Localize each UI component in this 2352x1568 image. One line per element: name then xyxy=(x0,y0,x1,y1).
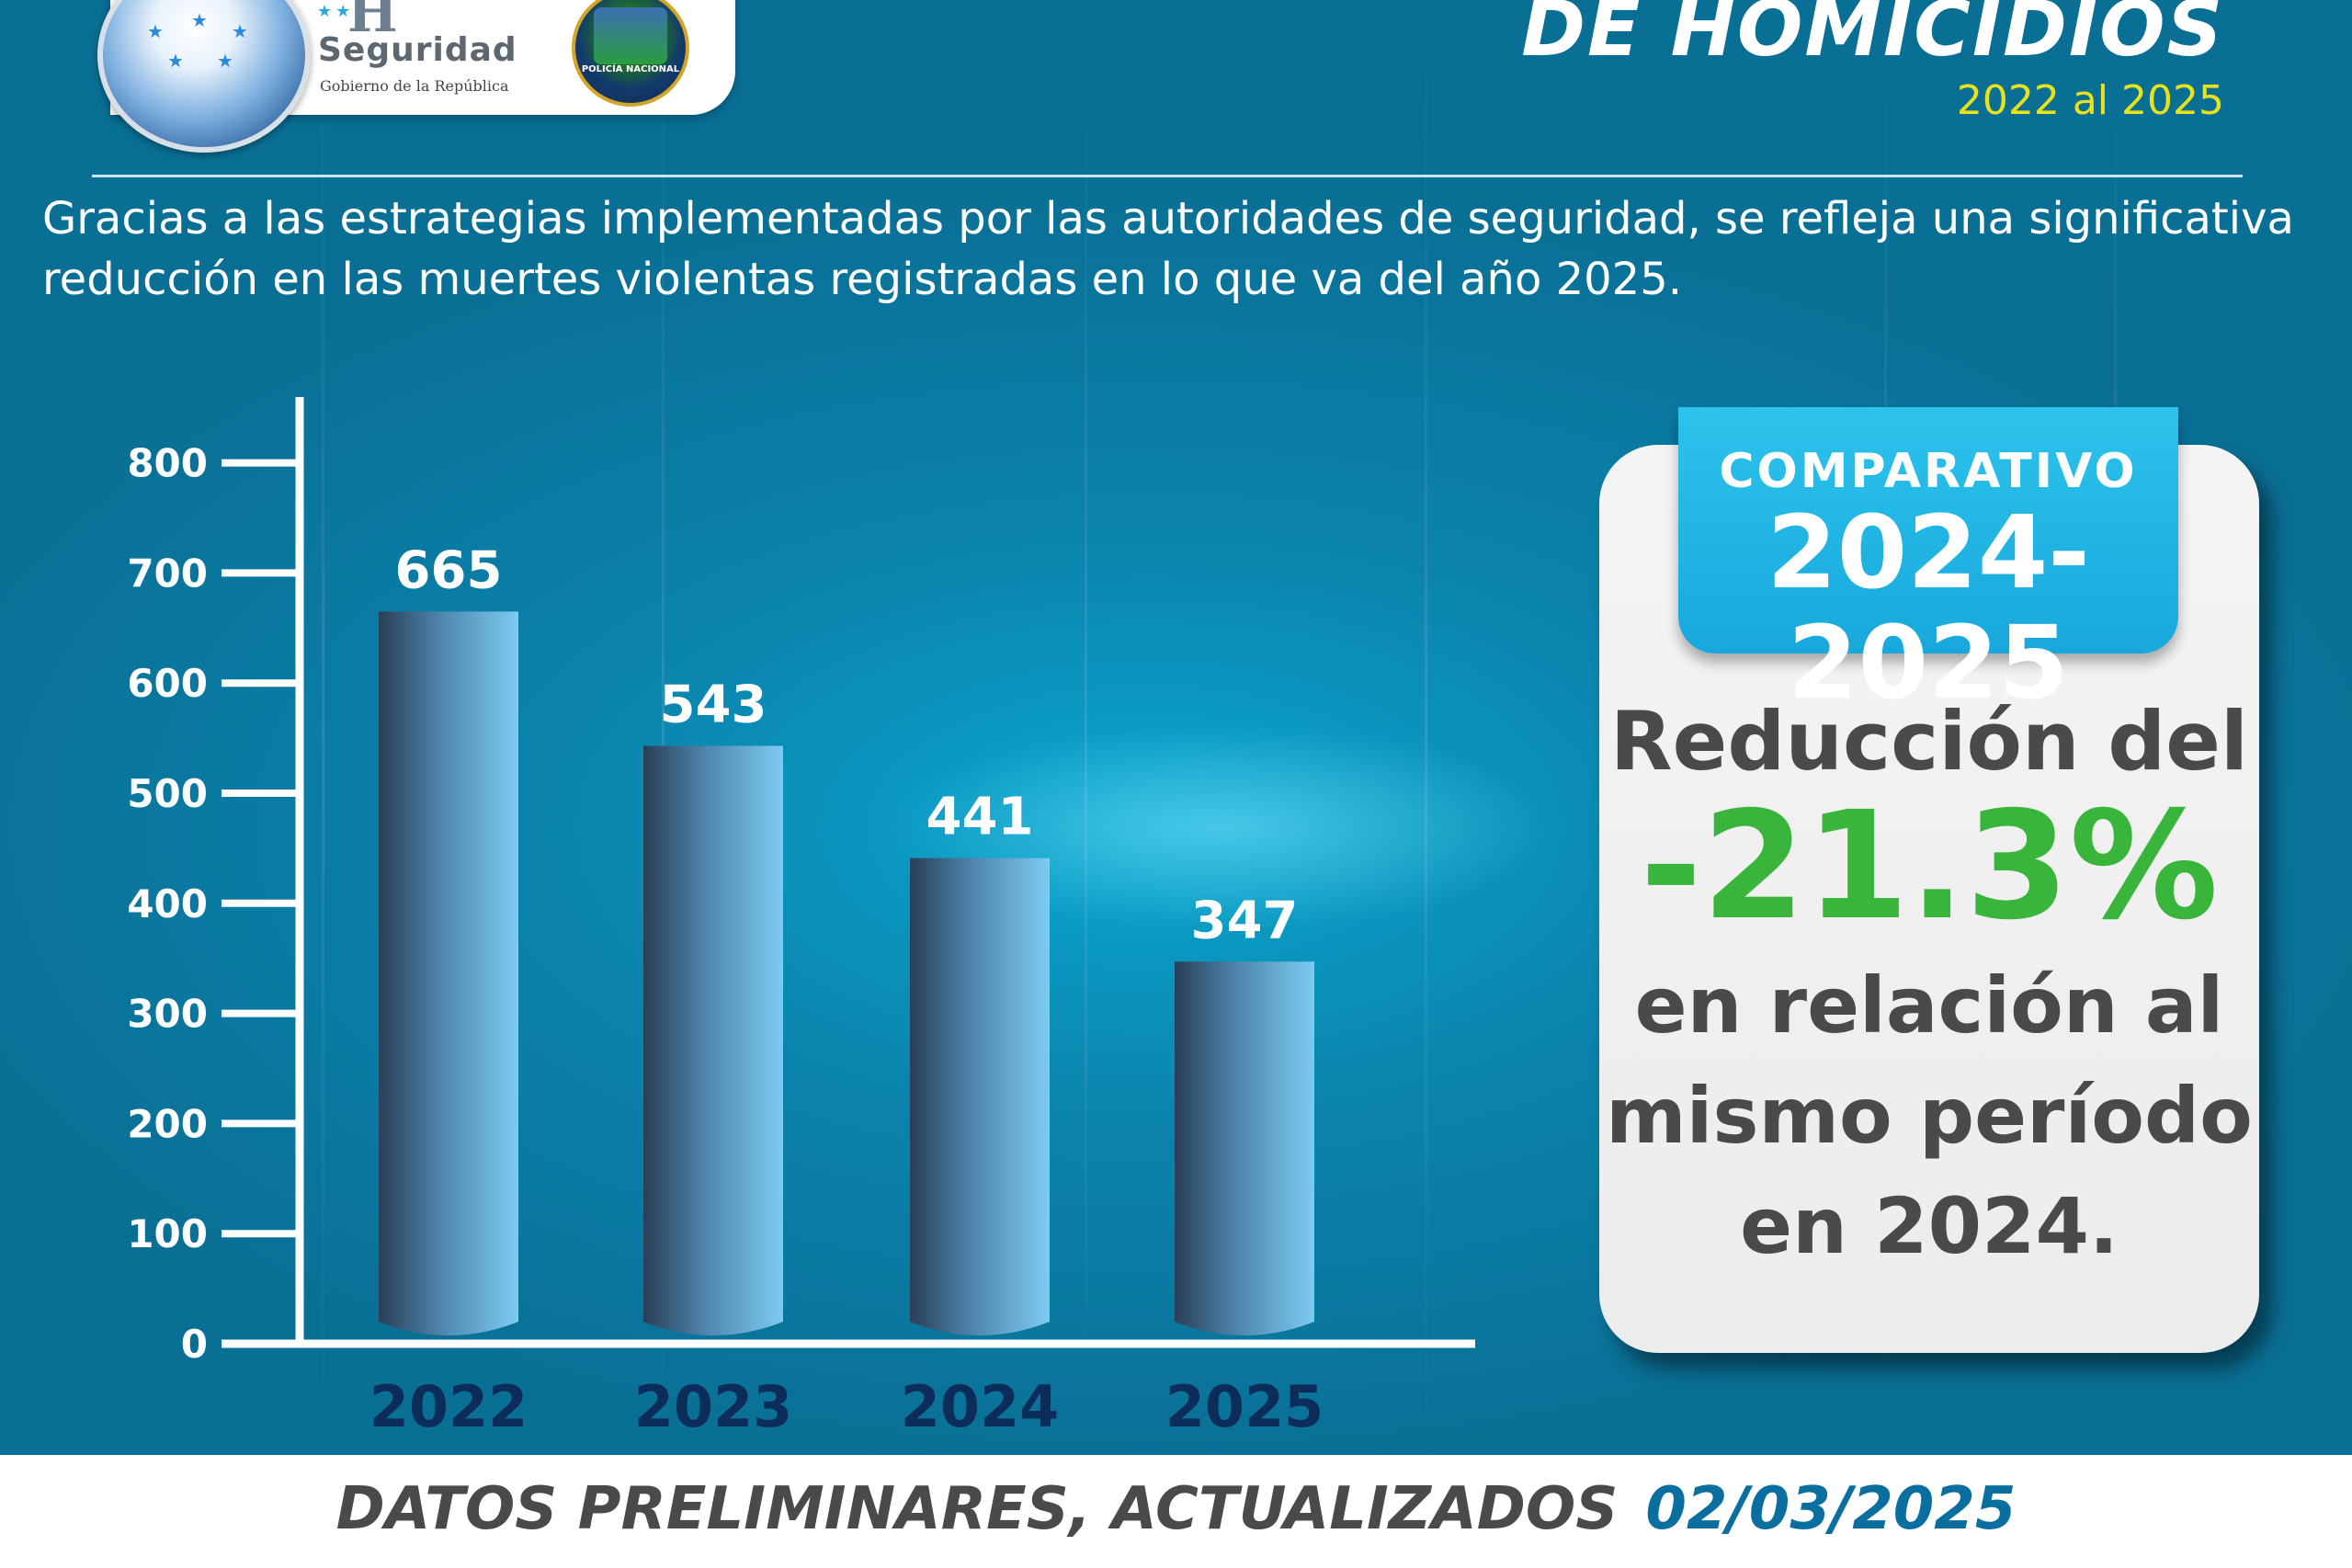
header-divider xyxy=(92,175,2243,177)
police-shield-icon xyxy=(594,7,667,64)
bar-value-label: 543 xyxy=(660,675,767,734)
bar-value-label: 347 xyxy=(1191,891,1299,950)
footer-text: DATOS PRELIMINARES, ACTUALIZADOS 02/03/20… xyxy=(0,1475,2352,1543)
police-badge-text: POLICÍA NACIONAL xyxy=(581,64,680,74)
x-category-label: 2023 xyxy=(634,1373,793,1440)
org-name: Seguridad xyxy=(318,31,517,69)
y-tick-label: 800 xyxy=(127,441,208,486)
reduction-line-5: en 2024. xyxy=(1740,1181,2119,1271)
bar-value-label: 441 xyxy=(926,788,1034,847)
footer-date: 02/03/2025 xyxy=(1645,1475,2017,1543)
reduction-percent: -21.3% xyxy=(1640,780,2219,953)
reduction-line-4: mismo período xyxy=(1606,1071,2253,1161)
police-badge-icon: POLICÍA NACIONAL xyxy=(572,0,689,107)
y-tick-label: 100 xyxy=(127,1211,208,1256)
x-category-label: 2022 xyxy=(369,1373,528,1440)
bar-chart: 0 100 200 300 400 500 600 700 800 665 2022 543 2023… xyxy=(127,441,1324,1440)
x-category-label: 2025 xyxy=(1165,1373,1324,1440)
x-category-label: 2024 xyxy=(901,1373,1060,1440)
footer: DATOS PRELIMINARES, ACTUALIZADOS 02/03/20… xyxy=(0,1455,2352,1568)
y-tick-label: 400 xyxy=(127,881,208,926)
page-years: 2022 al 2025 xyxy=(1956,77,2224,124)
y-tick-label: 300 xyxy=(127,992,208,1037)
org-subtitle: Gobierno de la República xyxy=(320,77,509,95)
y-tick-label: 600 xyxy=(127,661,208,706)
bar-value-label: 665 xyxy=(395,540,503,600)
y-tick-label: 200 xyxy=(127,1101,208,1146)
y-tick-label: 0 xyxy=(181,1322,208,1367)
reduction-line-3: en relación al xyxy=(1634,960,2224,1051)
stars-icon: ★★★ xyxy=(317,2,373,21)
footer-label: DATOS PRELIMINARES, ACTUALIZADOS xyxy=(335,1475,1619,1543)
bar-2022 xyxy=(379,611,518,1335)
intro-paragraph: Gracias a las estrategias implementadas … xyxy=(42,193,2294,305)
reduction-line-1: Reducción del xyxy=(1609,694,2249,789)
comparison-tab: COMPARATIVO 2024-2025 xyxy=(1678,407,2178,718)
page-title: DE HOMICIDIOS xyxy=(1521,0,2224,74)
bar-2025 xyxy=(1175,961,1314,1335)
comparison-tab-years: 2024-2025 xyxy=(1767,494,2090,722)
bar-2024 xyxy=(910,858,1050,1335)
bar-2023 xyxy=(643,745,783,1335)
seguridad-logo-mark-icon: H xyxy=(347,0,398,44)
comparison-tab-label: COMPARATIVO xyxy=(1719,444,2138,499)
honduras-flag-globe-icon: ★ ★ ★ ★ ★ xyxy=(97,0,311,153)
y-tick-label: 500 xyxy=(127,771,208,816)
y-tick-label: 700 xyxy=(127,551,208,596)
